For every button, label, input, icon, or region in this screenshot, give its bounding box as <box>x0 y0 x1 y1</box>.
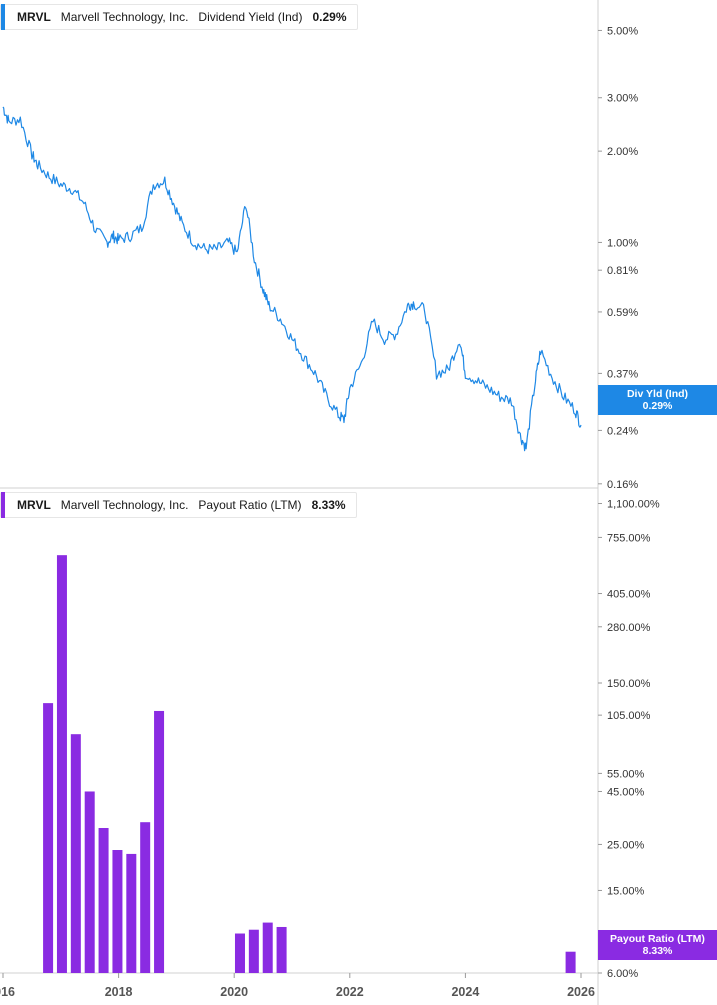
legend-value: 0.29% <box>312 10 347 24</box>
payout-ratio-bar <box>112 850 123 973</box>
x-tick-label: 2026 <box>567 985 595 999</box>
legend-company: Marvell Technology, Inc. <box>60 10 189 24</box>
yield-axis-tick-label: 0.59% <box>607 307 638 319</box>
payout-ratio-bar <box>84 791 95 973</box>
legend-ticker: MRVL <box>17 10 51 24</box>
payout-axis-tick-label: 55.00% <box>607 768 645 780</box>
dividend-yield-legend[interactable]: MRVL Marvell Technology, Inc. Dividend Y… <box>0 4 358 30</box>
payout-ratio-bar <box>126 853 137 973</box>
tag-label: Payout Ratio (LTM) <box>610 933 705 945</box>
payout-axis-tick-label: 1,100.00% <box>607 499 660 511</box>
tag-value: 0.29% <box>642 400 673 412</box>
x-tick-label: 016 <box>0 985 15 999</box>
payout-ratio-price-tag: Payout Ratio (LTM) 8.33% <box>598 930 717 960</box>
payout-axis-tick-label: 45.00% <box>607 786 645 798</box>
payout-axis-tick-label: 150.00% <box>607 678 651 690</box>
payout-axis-tick-label: 405.00% <box>607 589 651 601</box>
payout-ratio-bar <box>154 710 165 973</box>
payout-ratio-bar <box>70 734 81 973</box>
x-tick-label: 2024 <box>451 985 479 999</box>
payout-ratio-bar <box>56 555 67 973</box>
payout-axis-tick-label: 6.00% <box>607 968 638 980</box>
yield-axis-tick-label: 3.00% <box>607 93 638 105</box>
dividend-yield-price-tag: Div Yld (Ind) 0.29% <box>598 385 717 415</box>
x-tick-label: 2022 <box>336 985 364 999</box>
payout-axis-tick-label: 15.00% <box>607 885 645 897</box>
payout-ratio-legend[interactable]: MRVL Marvell Technology, Inc. Payout Rat… <box>0 492 357 518</box>
payout-ratio-bar <box>43 703 54 973</box>
payout-axis-tick-label: 755.00% <box>607 532 651 544</box>
payout-axis-tick-label: 25.00% <box>607 839 645 851</box>
x-tick-label: 2018 <box>105 985 133 999</box>
legend-value: 8.33% <box>311 498 346 512</box>
payout-ratio-bar <box>565 951 576 973</box>
payout-ratio-bar <box>140 822 151 973</box>
yield-axis-tick-label: 0.37% <box>607 368 638 380</box>
x-tick-label: 2020 <box>220 985 248 999</box>
yield-axis-tick-label: 0.16% <box>607 479 638 491</box>
legend-metric: Payout Ratio (LTM) <box>198 498 302 512</box>
legend-metric: Dividend Yield (Ind) <box>198 10 303 24</box>
payout-ratio-bar <box>98 828 109 973</box>
tag-value: 8.33% <box>642 945 673 957</box>
payout-axis-tick-label: 280.00% <box>607 622 651 634</box>
payout-ratio-bar <box>248 929 259 973</box>
dividend-yield-line <box>2 106 582 452</box>
series-color-swatch <box>1 4 5 30</box>
yield-axis-tick-label: 1.00% <box>607 237 638 249</box>
payout-axis-tick-label: 105.00% <box>607 710 651 722</box>
payout-ratio-bar <box>276 926 287 973</box>
payout-ratio-bar <box>234 933 245 973</box>
series-color-swatch <box>1 492 5 518</box>
tag-label: Div Yld (Ind) <box>626 388 689 400</box>
yield-axis-tick-label: 5.00% <box>607 25 638 37</box>
yield-axis-tick-label: 0.24% <box>607 425 638 437</box>
yield-axis-tick-label: 0.81% <box>607 265 638 277</box>
yield-axis-tick-label: 2.00% <box>607 146 638 158</box>
legend-ticker: MRVL <box>17 498 51 512</box>
payout-ratio-bar <box>262 922 273 973</box>
legend-company: Marvell Technology, Inc. <box>60 498 189 512</box>
